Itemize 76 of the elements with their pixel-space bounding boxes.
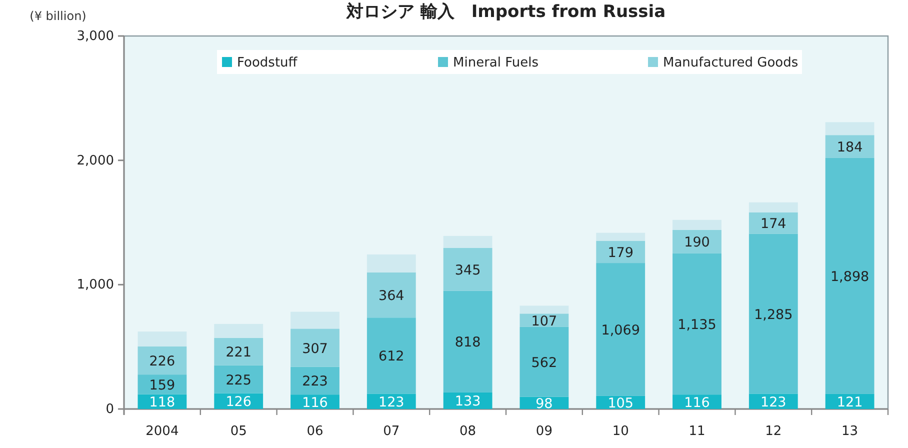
ylabel: (¥ billion) bbox=[30, 9, 86, 23]
bar bbox=[748, 212, 798, 234]
legend-label: Mineral Fuels bbox=[453, 56, 539, 70]
bar bbox=[520, 306, 569, 314]
bar bbox=[748, 234, 798, 394]
bar bbox=[290, 312, 340, 329]
bar bbox=[825, 122, 874, 136]
legend-label: Foodstuff bbox=[237, 56, 298, 70]
bar bbox=[520, 326, 569, 397]
bar bbox=[366, 254, 416, 272]
bar bbox=[366, 318, 416, 394]
data-label: 225 bbox=[226, 372, 252, 388]
data-label: 562 bbox=[531, 354, 558, 371]
data-label: 364 bbox=[378, 288, 404, 304]
bar bbox=[672, 230, 722, 254]
data-label: 307 bbox=[302, 340, 328, 357]
x-tick-label: 08 bbox=[460, 424, 476, 439]
bar bbox=[672, 220, 722, 230]
data-label: 126 bbox=[226, 394, 252, 410]
x-tick-label: 05 bbox=[230, 424, 247, 439]
bar bbox=[596, 240, 646, 264]
x-tick-label: 07 bbox=[383, 424, 400, 439]
data-label: 116 bbox=[684, 394, 710, 411]
data-label: 121 bbox=[836, 394, 863, 410]
x-tick-label: 13 bbox=[842, 424, 858, 439]
title: 対ロシア 輸入 Imports from Russia bbox=[346, 2, 666, 22]
y-tick-label: 3,000 bbox=[76, 29, 114, 44]
bar bbox=[290, 366, 340, 395]
data-label: 818 bbox=[454, 334, 481, 351]
data-label: 612 bbox=[378, 348, 404, 365]
data-label: 1,898 bbox=[830, 268, 870, 285]
x-tick-label: 2004 bbox=[146, 424, 179, 439]
data-label: 221 bbox=[226, 344, 252, 361]
bar bbox=[214, 324, 264, 338]
x-tick-label: 12 bbox=[765, 424, 782, 439]
data-label: 179 bbox=[608, 244, 634, 261]
bar bbox=[290, 328, 340, 367]
bar bbox=[138, 346, 187, 375]
x-tick-label: 10 bbox=[612, 424, 629, 439]
data-label: 226 bbox=[149, 354, 176, 370]
data-label: 133 bbox=[454, 394, 481, 410]
bar bbox=[748, 202, 798, 212]
bar bbox=[825, 158, 874, 394]
bar bbox=[443, 248, 492, 291]
bar bbox=[214, 338, 264, 366]
data-label: 116 bbox=[302, 394, 328, 411]
x-tick-label: 11 bbox=[688, 424, 706, 439]
data-label: 223 bbox=[302, 374, 328, 390]
bar bbox=[596, 232, 646, 241]
bar bbox=[214, 365, 264, 394]
data-label: 123 bbox=[378, 394, 404, 410]
x-tick-label: 09 bbox=[536, 424, 552, 439]
data-label: 190 bbox=[684, 234, 710, 251]
data-label: 107 bbox=[531, 313, 558, 330]
bar bbox=[443, 290, 492, 392]
data-label: 123 bbox=[760, 394, 786, 410]
legend-label: Manufactured Goods bbox=[663, 56, 798, 70]
bar bbox=[672, 253, 722, 395]
y-tick-label: 0 bbox=[106, 402, 114, 417]
x-tick-label: 06 bbox=[306, 424, 324, 439]
data-label: 1,135 bbox=[678, 317, 716, 334]
data-label: 1,069 bbox=[601, 322, 640, 338]
bar bbox=[596, 263, 646, 396]
y-tick-label: 1,000 bbox=[76, 278, 114, 293]
data-label: 105 bbox=[608, 395, 634, 412]
data-label: 98 bbox=[536, 396, 553, 412]
data-label: 118 bbox=[149, 394, 176, 411]
data-label: 159 bbox=[149, 377, 176, 394]
data-label: 1,285 bbox=[754, 306, 793, 323]
bar bbox=[138, 332, 187, 346]
bar bbox=[443, 236, 492, 248]
data-label: 174 bbox=[760, 216, 786, 232]
bar bbox=[366, 272, 416, 318]
data-label: 184 bbox=[836, 140, 863, 156]
data-label: 345 bbox=[454, 262, 481, 278]
y-tick-label: 2,000 bbox=[76, 153, 114, 168]
